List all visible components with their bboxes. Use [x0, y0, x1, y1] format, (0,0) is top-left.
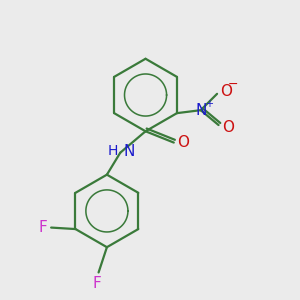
- Text: F: F: [93, 276, 101, 291]
- Text: H: H: [107, 145, 118, 158]
- Text: N: N: [124, 144, 135, 159]
- Text: N: N: [195, 103, 206, 118]
- Text: O: O: [222, 120, 234, 135]
- Text: −: −: [227, 78, 238, 92]
- Text: +: +: [205, 99, 213, 109]
- Text: F: F: [39, 220, 48, 235]
- Text: O: O: [220, 84, 232, 99]
- Text: O: O: [177, 135, 189, 150]
